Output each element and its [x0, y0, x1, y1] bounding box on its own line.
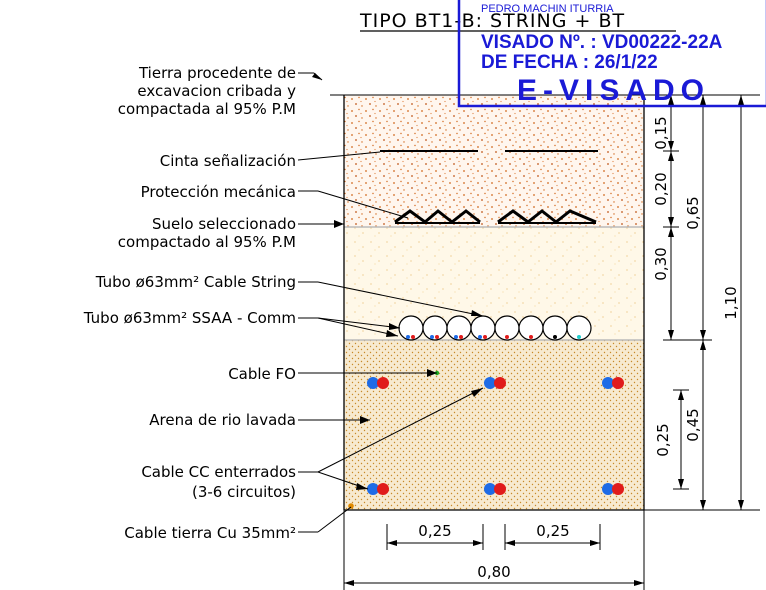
dim-0-15: 0,15 — [652, 116, 670, 149]
stamp-name: PEDRO MACHIN ITURRIA — [481, 3, 614, 15]
label-tierra-1: Tierra procedente de — [138, 64, 296, 82]
label-cable-tierra: Cable tierra Cu 35mm² — [124, 524, 296, 542]
vertical-dim-arrowheads — [668, 95, 744, 510]
label-proteccion: Protección mecánica — [141, 183, 296, 201]
selected-soil-layer — [344, 227, 644, 340]
dim-0-80: 0,80 — [477, 563, 510, 581]
label-tubo-ssaa: Tubo ø63mm² SSAA - Comm — [83, 309, 296, 327]
label-cable-cc-2: (3-6 circuitos) — [192, 483, 296, 501]
dim-0-45: 0,45 — [684, 408, 702, 441]
trench — [330, 94, 760, 511]
dim-0-25-vertical: 0,25 — [654, 423, 672, 456]
stamp-fecha-line: DE FECHA : 26/1/22 — [481, 52, 658, 73]
label-suelo-2: compactado al 95% P.M — [118, 233, 296, 251]
dim-0-30: 0,30 — [652, 247, 670, 280]
horizontal-dimensions — [343, 510, 645, 590]
label-tierra-3: compactada al 95% P.M — [118, 100, 296, 118]
leader-arrowheads — [312, 73, 483, 490]
leader-lines — [297, 72, 484, 533]
left-labels: Tierra procedente de excavacion cribada … — [83, 64, 296, 542]
tubes — [398, 315, 592, 341]
label-cable-cc-1: Cable CC enterrados — [141, 463, 296, 481]
mechanical-protection — [394, 209, 597, 224]
soil-layer-fill — [344, 95, 644, 227]
horizontal-dim-arrowheads — [344, 540, 644, 586]
stamp-evisado: E-VISADO — [517, 74, 710, 107]
earth-cable-dot — [348, 503, 354, 509]
label-tubo-string: Tubo ø63mm² Cable String — [95, 273, 296, 291]
dim-0-20: 0,20 — [652, 172, 670, 205]
label-suelo-1: Suelo seleccionado — [152, 215, 296, 233]
label-cinta: Cinta señalización — [160, 152, 296, 170]
label-tierra-2: excavacion cribada y — [137, 82, 296, 100]
dim-0-25-left: 0,25 — [418, 522, 451, 540]
stamp-visado-line: VISADO Nº. : VD00222-22A — [481, 32, 723, 53]
dim-0-25-right: 0,25 — [536, 522, 569, 540]
diagram-title: TIPO BT1-B: STRING + BT — [359, 10, 625, 32]
visado-stamp: PEDRO MACHIN ITURRIA VISADO Nº. : VD0022… — [457, 0, 766, 108]
sand-layer — [344, 340, 644, 510]
label-cable-fo: Cable FO — [228, 365, 296, 383]
dim-0-65: 0,65 — [684, 196, 702, 229]
label-arena: Arena de rio lavada — [149, 411, 296, 429]
dim-1-10: 1,10 — [722, 286, 740, 319]
cc-cables — [367, 377, 624, 495]
